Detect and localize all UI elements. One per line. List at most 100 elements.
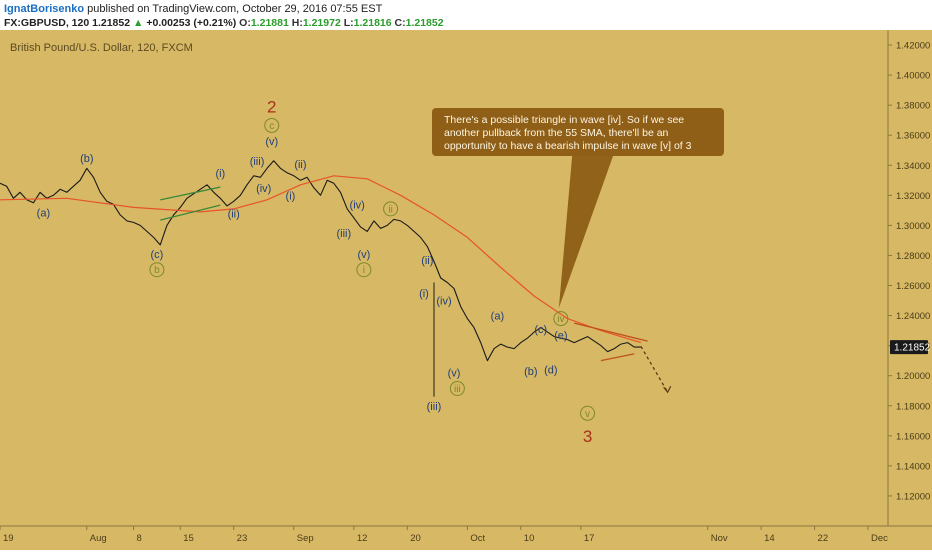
trendline-green-upper <box>160 186 221 201</box>
close-value: 1.21852 <box>405 17 444 29</box>
wave-label: (v) <box>265 136 278 148</box>
trendline-green-lower <box>160 204 221 221</box>
wave-label: (a) <box>491 311 504 323</box>
wave-label: (a) <box>37 208 50 220</box>
wave-label-circled: i <box>363 265 365 276</box>
series-group <box>0 160 642 397</box>
wave-label-circled: b <box>154 265 160 276</box>
y-tick-label: 1.38000 <box>896 101 930 112</box>
up-arrow-icon: ▲ <box>133 17 144 29</box>
x-tick-label: Dec <box>871 533 888 544</box>
wave-label: (iv) <box>256 183 271 195</box>
x-tick-label: 14 <box>764 533 775 544</box>
y-tick-label: 1.42000 <box>896 41 930 52</box>
wave-label: (ii) <box>294 159 306 171</box>
axes-group: 1.42000 1.40000 1.38000 1.36000 1.34000 1.320… <box>0 30 932 550</box>
y-tick-label: 1.32000 <box>896 191 930 202</box>
callout-pointer <box>558 156 614 309</box>
callout-text-line: opportunity to have a bearish impulse in… <box>444 140 692 152</box>
low-value: 1.21816 <box>353 17 392 29</box>
published-info: published on TradingView.com, October 29… <box>87 3 383 15</box>
trendline-projection <box>640 346 669 393</box>
x-tick-label: 19 <box>3 533 14 544</box>
wave-label: (b) <box>80 153 93 165</box>
x-tick-label: 15 <box>183 533 194 544</box>
x-tick-label: 12 <box>357 533 368 544</box>
chart-title: British Pound/U.S. Dollar, 120, FXCM <box>10 42 193 54</box>
wave-circle-outline <box>449 380 465 396</box>
y-tick-label: 1.24000 <box>896 311 930 322</box>
callout-text-line: There's a possible triangle in wave [iv]… <box>444 114 684 126</box>
high-value: 1.21972 <box>302 17 341 29</box>
wave-label: (v) <box>448 368 461 380</box>
wave-label-circled: iii <box>454 384 461 395</box>
trendline-orange-upper <box>574 322 648 342</box>
y-tick-label: 1.40000 <box>896 71 930 82</box>
chart-container[interactable]: British Pound/U.S. Dollar, 120, FXCM 1.4… <box>0 30 932 550</box>
wave-circle-outline <box>149 262 165 278</box>
projection-arrowhead <box>663 385 672 394</box>
wave-label: (ii) <box>421 255 433 267</box>
wave-label-circled: v <box>585 409 590 420</box>
x-tick-label: Sep <box>297 533 314 544</box>
wave-label-major: 3 <box>583 427 592 446</box>
y-tick-label: 1.20000 <box>896 371 930 382</box>
wave-label: (iii) <box>427 401 442 413</box>
wave-label: (d) <box>544 365 557 377</box>
callout-text-line: another pullback from the 55 SMA, there'… <box>444 127 669 139</box>
publisher-line: IgnatBorisenko published on TradingView.… <box>4 3 382 15</box>
x-tick-label: 20 <box>410 533 421 544</box>
x-tick-label: 23 <box>237 533 248 544</box>
wave-circle-outline <box>553 311 569 327</box>
wave-label: (b) <box>524 366 537 378</box>
trendlines-group <box>160 186 672 394</box>
wave-labels-group: (a) (b) (c) b (i) (ii) (iii) (iv) (v) c 2 (i) (ii) (i… <box>37 98 596 446</box>
annotation-callout: There's a possible triangle in wave [iv]… <box>432 108 724 309</box>
wave-label: (iii) <box>337 228 352 240</box>
wave-circle-outline <box>580 405 596 421</box>
x-tick-label: Aug <box>90 533 107 544</box>
open-label: O: <box>239 17 251 29</box>
open-value: 1.21881 <box>250 17 289 29</box>
y-tick-label: 1.14000 <box>896 461 930 472</box>
trendline-orange-lower <box>600 353 635 362</box>
last-price-marker: 1.21852 <box>890 340 931 355</box>
y-tick-label: 1.18000 <box>896 401 930 412</box>
wave-label-circled: ii <box>388 204 392 215</box>
y-tick-label: 1.12000 <box>896 491 930 502</box>
wave-label: (iii) <box>250 156 265 168</box>
wave-label: (iv) <box>350 199 365 211</box>
price-chart[interactable]: British Pound/U.S. Dollar, 120, FXCM 1.4… <box>0 30 932 550</box>
publication-header: IgnatBorisenko published on TradingView.… <box>0 0 932 30</box>
price-line <box>0 160 641 362</box>
x-tick-label: 10 <box>524 533 535 544</box>
x-tick-label: Nov <box>711 533 728 544</box>
callout-box <box>432 108 724 156</box>
y-tick-label: 1.26000 <box>896 281 930 292</box>
wave-label-major: 2 <box>267 98 276 117</box>
wave-label: (c) <box>534 324 547 336</box>
close-label: C: <box>394 17 406 29</box>
wave-circle-outline <box>264 117 280 133</box>
change-value: +0.00253 (+0.21%) <box>146 17 237 29</box>
wave-label: (iv) <box>436 296 451 308</box>
wave-label-circled: c <box>269 121 274 132</box>
x-tick-label: 17 <box>584 533 595 544</box>
last-price: 1.21852 <box>92 17 131 29</box>
wave-label: (c) <box>150 249 163 261</box>
author-link[interactable]: IgnatBorisenko <box>4 3 85 15</box>
wave-label: (i) <box>215 168 225 180</box>
wave-circle-outline <box>383 201 399 217</box>
high-label: H: <box>291 17 303 29</box>
sma-line <box>0 175 642 344</box>
x-tick-label: 22 <box>818 533 829 544</box>
symbol-label: FX:GBPUSD, 120 <box>4 17 90 29</box>
low-label: L: <box>343 17 354 29</box>
wave-circle-outline <box>356 262 372 278</box>
wave-label: (ii) <box>228 208 240 220</box>
x-tick-label: Oct <box>470 533 485 544</box>
last-price-label: 1.21852 <box>894 343 931 354</box>
wave-label: (e) <box>554 330 567 342</box>
wave-label-circled: iv <box>557 314 564 325</box>
last-price-box <box>890 340 928 355</box>
